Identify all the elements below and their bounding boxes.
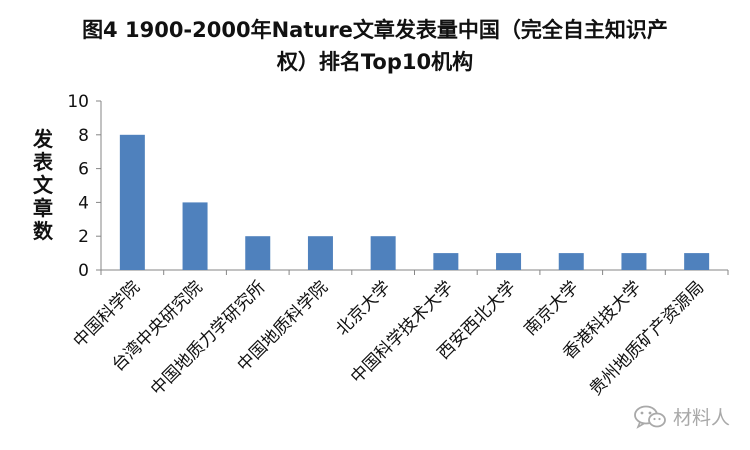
x-tick-label: 贵州地质矿产资源局	[586, 277, 708, 399]
y-tick-label: 4	[78, 193, 89, 213]
bar	[182, 202, 208, 270]
chart-title-line1: 图4 1900-2000年Nature文章发表量中国（完全自主知识产	[82, 18, 668, 42]
y-axis-label-char: 文	[33, 173, 53, 197]
bar	[621, 253, 647, 270]
bar	[370, 236, 396, 270]
bar	[558, 253, 584, 270]
bar	[119, 134, 145, 270]
watermark: 材料人	[633, 403, 730, 430]
y-axis-label-char: 章	[33, 196, 53, 220]
wechat-icon	[634, 405, 666, 429]
x-tick-label: 南京大学	[521, 277, 583, 339]
bar	[496, 253, 522, 270]
y-axis-label-char: 发	[33, 127, 53, 151]
y-axis-label-char: 表	[33, 150, 53, 174]
y-axis-label: 发表文章数	[30, 128, 56, 243]
y-tick-label: 8	[78, 126, 89, 146]
watermark-text: 材料人	[672, 407, 730, 429]
bar	[684, 253, 710, 270]
y-tick-label: 10	[67, 92, 89, 112]
bar	[433, 253, 459, 270]
bar	[307, 236, 333, 270]
y-tick-label: 6	[78, 160, 89, 180]
y-tick-label: 2	[78, 227, 89, 247]
x-tick-label: 中国地质力学研究所	[147, 277, 269, 399]
y-axis-label-char: 数	[33, 219, 53, 243]
chart-title-line2: 权）排名Top10机构	[276, 50, 474, 74]
y-tick-label: 0	[78, 261, 89, 281]
bar	[245, 236, 271, 270]
x-tick-label: 北京大学	[332, 277, 394, 339]
